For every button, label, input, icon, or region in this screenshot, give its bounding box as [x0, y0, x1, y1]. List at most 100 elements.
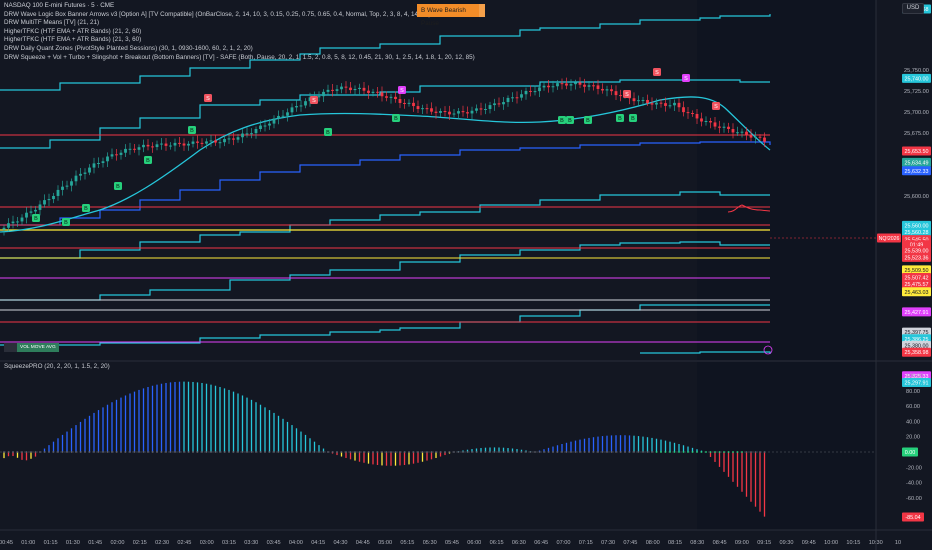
candle-body: [538, 87, 541, 92]
squeeze-dot: [453, 451, 455, 453]
buy-marker-label: B: [64, 220, 68, 226]
squeeze-dot: [664, 451, 667, 453]
candle-body: [245, 133, 249, 135]
buy-marker: B: [82, 204, 90, 212]
time-tick: 08:30: [690, 540, 704, 546]
multitf-mean: [0, 96, 771, 233]
squeeze-dot: [183, 451, 185, 453]
price-label: 01:49: [910, 243, 924, 249]
buy-marker-box: [62, 218, 70, 226]
squeeze-dot: [327, 451, 329, 453]
candle-body: [529, 90, 532, 92]
candle-body: [610, 89, 613, 92]
squeeze-dot: [340, 451, 343, 453]
candle-body: [596, 85, 600, 89]
buy-marker-box: [392, 114, 400, 122]
oscillator-histogram: [3, 381, 766, 517]
squeeze-dot: [588, 451, 590, 453]
squeeze-dot: [403, 451, 406, 453]
squeeze-dot: [304, 451, 307, 453]
candle-body: [241, 133, 244, 138]
candle-body: [497, 103, 501, 105]
squeeze-dot: [57, 451, 59, 453]
price-tick: 25,700.00: [904, 110, 929, 116]
squeeze-dot: [642, 451, 644, 453]
candle-body: [223, 138, 226, 143]
time-tick: 04:00: [289, 540, 303, 546]
osc-last-box: [902, 512, 924, 522]
fast-mean-red: [727, 204, 771, 213]
squeeze-dot: [570, 451, 572, 453]
legend-line-quant-zones[interactable]: DRW Daily Quant Zones (PivotStyle Plante…: [4, 44, 253, 52]
currency-button[interactable]: USD: [902, 3, 924, 14]
squeeze-dot: [718, 451, 721, 453]
osc-tick: 80.00: [906, 389, 920, 395]
osc-tick: 20.00: [906, 435, 920, 441]
candle-body: [655, 102, 658, 105]
indicator-legend: NASDAQ 100 E-mini Futures · 5 · CME DRW …: [4, 2, 475, 62]
htf-kc-upper-inner: [0, 79, 770, 149]
candle-body: [677, 102, 681, 108]
price-label: 25,560.28: [905, 230, 929, 236]
candle-body: [119, 152, 123, 155]
buy-marker: B: [629, 114, 637, 122]
htf-kc-lower-2: [0, 241, 770, 301]
candle-body: [421, 108, 424, 110]
candle-body: [727, 126, 730, 129]
squeeze-dot: [669, 451, 671, 453]
candle-body: [209, 140, 213, 142]
legend-line-squeeze-safe[interactable]: DRW Squeeze + Vol + Turbo + Slingshot + …: [4, 53, 475, 61]
squeeze-dot: [156, 451, 158, 453]
buy-marker-label: B: [568, 118, 572, 124]
candle-body: [227, 138, 231, 140]
squeeze-dot: [3, 451, 5, 453]
squeeze-dot: [223, 451, 226, 453]
time-tick: 09:45: [802, 540, 816, 546]
legend-line-htf-kc-3[interactable]: HigherTFKC (HTF EMA + ATR Bands) (21, 3,…: [4, 36, 142, 44]
candle-body: [263, 125, 267, 127]
candle-body: [344, 86, 348, 88]
squeeze-dot: [115, 451, 118, 453]
time-tick: 03:00: [200, 540, 214, 546]
time-tick: 05:15: [400, 540, 414, 546]
candle-body: [533, 91, 537, 93]
squeeze-dot: [367, 451, 370, 453]
candle-body: [398, 99, 402, 103]
buy-marker-box: [114, 182, 122, 190]
squeeze-dot: [291, 451, 293, 453]
sell-marker: S: [310, 96, 318, 104]
oscillator-legend[interactable]: SqueezePRO (20, 2, 20, 1, 1.5, 2, 20): [4, 363, 110, 370]
candle-body: [295, 106, 298, 108]
squeeze-dot: [534, 451, 536, 453]
candle-body: [353, 88, 357, 91]
price-label-box: [902, 377, 931, 387]
sell-marker: S: [712, 102, 720, 110]
symbol-title[interactable]: NASDAQ 100 E-mini Futures · 5 · CME: [4, 2, 115, 9]
squeeze-dot: [628, 451, 631, 453]
squeeze-dot: [651, 451, 653, 453]
candle-body: [475, 108, 478, 111]
wave-pause-banner[interactable]: B Wave Bearish Pause: [417, 4, 483, 27]
squeeze-dot: [165, 451, 167, 453]
squeeze-dot: [133, 451, 136, 453]
candle-body: [277, 115, 280, 119]
price-label: 25,386.25: [905, 337, 929, 343]
price-label: 25,380.00: [905, 344, 929, 350]
sell-marker-box: [682, 74, 690, 82]
candle-body: [479, 108, 483, 110]
time-tick: 07:30: [601, 540, 615, 546]
buy-marker-label: B: [560, 118, 564, 124]
candle-body: [587, 85, 591, 87]
candle-body: [101, 161, 105, 164]
legend-line-wave-logic[interactable]: DRW Wave Logic Box Banner Arrows v3 [Opt…: [4, 10, 431, 18]
price-label: 25,358.98: [905, 350, 929, 356]
candle-body: [452, 113, 456, 115]
candle-body: [83, 172, 87, 174]
legend-line-multitf-means[interactable]: DRW MultiTF Means [TV] (21, 21): [4, 19, 100, 27]
banner-close-icon[interactable]: [479, 4, 485, 17]
squeeze-dot: [736, 451, 739, 453]
legend-line-htf-kc-2[interactable]: HigherTFKC (HTF EMA + ATR Bands) (21, 2,…: [4, 27, 142, 35]
candle-body: [290, 107, 294, 113]
